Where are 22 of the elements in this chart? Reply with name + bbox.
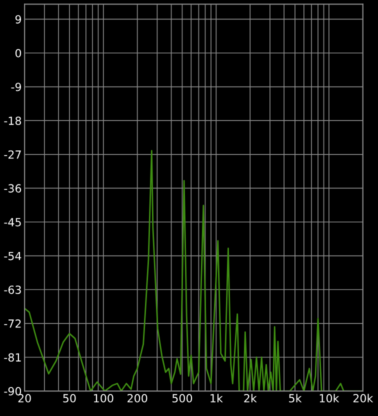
x-tick-label: 10k (320, 394, 340, 402)
y-tick-label: -18 (4, 116, 22, 125)
x-tick-label: 200 (128, 394, 148, 402)
y-tick-label: 9 (15, 15, 22, 24)
y-tick-label: -9 (11, 82, 22, 92)
y-tick-label: 0 (15, 48, 22, 58)
y-tick-label: -72 (4, 319, 21, 328)
x-tick-label: 5k (289, 394, 302, 402)
x-tick-label: 50 (63, 394, 76, 402)
x-tick-label: 20k (353, 394, 374, 402)
x-tick-label: 1k (210, 394, 223, 402)
x-tick-label: 500 (172, 394, 192, 402)
y-tick-label: -90 (4, 387, 22, 396)
y-tick-label: -27 (4, 150, 21, 159)
x-tick-label: 2k (244, 394, 257, 402)
y-tick-label: -81 (4, 353, 21, 362)
y-tick-label: -45 (4, 218, 21, 226)
x-tick-label: 20 (18, 394, 31, 402)
x-tick-label: 100 (94, 394, 114, 402)
y-tick-label: -54 (4, 252, 22, 260)
y-tick-label: -36 (4, 184, 22, 193)
y-tick-label: -63 (4, 286, 21, 294)
